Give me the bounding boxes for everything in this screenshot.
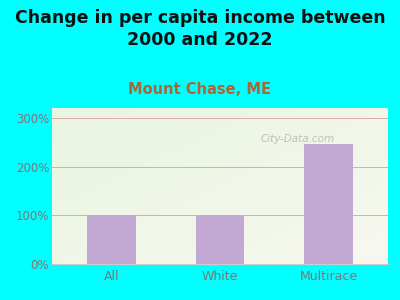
Bar: [304, 144, 353, 264]
Bar: [87, 215, 136, 264]
Bar: [196, 215, 244, 264]
Text: City-Data.com: City-Data.com: [260, 134, 334, 144]
Text: Change in per capita income between
2000 and 2022: Change in per capita income between 2000…: [15, 9, 385, 49]
Text: Mount Chase, ME: Mount Chase, ME: [128, 82, 272, 98]
